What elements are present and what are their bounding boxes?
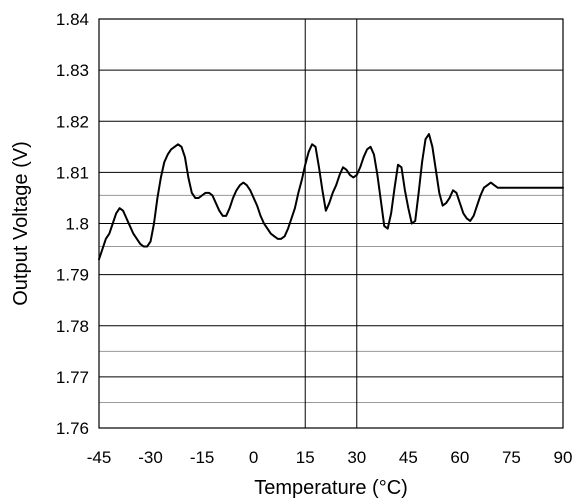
x-tick-label: 45 (399, 448, 418, 467)
x-tick-label: -45 (87, 448, 112, 467)
y-tick-label: 1.79 (56, 266, 89, 285)
y-tick-label: 1.82 (56, 112, 89, 131)
grid-lines (99, 18, 563, 429)
x-tick-label: 90 (554, 448, 573, 467)
x-tick-label: -30 (138, 448, 163, 467)
x-tick-labels: -45 -30 -15 0 15 30 45 60 75 90 (87, 448, 573, 467)
y-tick-label: 1.81 (56, 163, 89, 182)
y-tick-label: 1.8 (65, 215, 89, 234)
x-tick-label: 15 (296, 448, 315, 467)
x-tick-label: 0 (249, 448, 258, 467)
x-tick-label: -15 (190, 448, 215, 467)
series-line-0 (98, 133, 564, 261)
y-axis-label: Output Voltage (V) (10, 141, 32, 306)
y-tick-labels: 1.76 1.77 1.78 1.79 1.8 1.81 1.82 1.83 1.84 (56, 10, 89, 438)
plot-area-frame (98, 18, 564, 429)
x-tick-label: 75 (502, 448, 521, 467)
x-tick-label: 30 (347, 448, 366, 467)
y-tick-label: 1.77 (56, 368, 89, 387)
x-tick-label: 60 (450, 448, 469, 467)
x-axis-label: Temperature (°C) (254, 477, 408, 499)
y-tick-label: 1.84 (56, 10, 89, 29)
data-series-layer (98, 133, 564, 261)
y-tick-label: 1.76 (56, 419, 89, 438)
y-tick-label: 1.78 (56, 317, 89, 336)
y-tick-label: 1.83 (56, 61, 89, 80)
